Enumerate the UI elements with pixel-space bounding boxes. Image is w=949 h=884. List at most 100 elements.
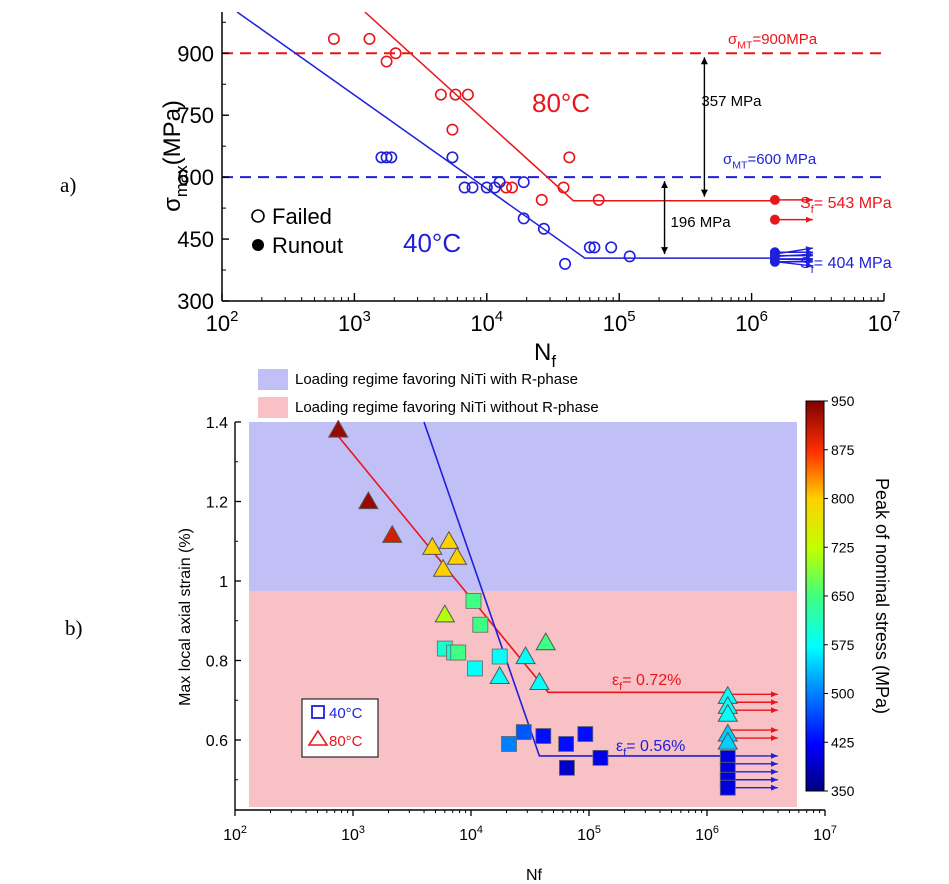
failed-point	[493, 176, 506, 189]
fit-line-a-0	[364, 12, 775, 202]
x-tick-label-b: 105	[577, 824, 601, 844]
strain-point-40c	[465, 592, 482, 609]
region-0	[249, 422, 797, 591]
failed-point	[517, 176, 530, 189]
strain-point-80c	[717, 731, 739, 750]
failed-point	[480, 181, 493, 194]
x-tick-label-b: 107	[813, 824, 837, 844]
strain-point-40c	[491, 648, 508, 665]
x-axis-label-b: Nf	[526, 867, 543, 884]
strain-point-80c	[434, 604, 456, 623]
y-tick-label-b: 1	[219, 574, 228, 591]
x-tick-label-a: 106	[735, 308, 768, 336]
colorbar	[805, 400, 825, 792]
y-axis-label-b: Max local axial strain (%)	[177, 528, 194, 706]
x-tick-label-a: 103	[338, 308, 371, 336]
legend-runout-marker	[252, 239, 264, 251]
legend-square-marker	[311, 705, 325, 719]
threshold-label-600: σMT=600 MPa	[723, 151, 817, 172]
strain-point-40c	[472, 616, 489, 633]
failed-point	[327, 32, 340, 45]
sf-label-80c: Sf= 543 MPa	[800, 195, 892, 216]
strain-point-80c	[717, 703, 739, 722]
failed-point	[592, 193, 605, 206]
x-tick-label-a: 107	[868, 308, 901, 336]
delta-label-196: 196 MPa	[671, 214, 732, 231]
y-tick-label-b: 1.2	[206, 495, 228, 512]
delta-label-357: 357 MPa	[701, 93, 762, 110]
y-tick-label-a: 900	[177, 41, 214, 66]
strain-point-80c	[535, 632, 557, 651]
y-tick-label-b: 0.8	[206, 654, 228, 671]
legend-failed-marker	[251, 209, 265, 223]
x-tick-label-b: 103	[341, 824, 365, 844]
strain-point-80c	[432, 558, 454, 577]
fit-line-b-0	[334, 431, 728, 694]
strain-point-80c	[421, 536, 443, 555]
failed-point	[557, 181, 570, 194]
colorbar-tick-label: 950	[831, 393, 855, 409]
strain-point-40c	[559, 759, 575, 776]
region-legend-label-0: Loading regime favoring NiTi with R-phas…	[295, 371, 578, 388]
failed-point	[559, 257, 572, 270]
colorbar-tick-label: 425	[831, 734, 855, 750]
strain-point-40c	[719, 779, 736, 796]
strain-point-80c	[529, 671, 550, 690]
colorbar-label: Peak of nominal stress (MPa)	[872, 478, 892, 714]
y-tick-label-b: 1.4	[206, 415, 228, 432]
failed-point	[434, 88, 447, 101]
y-tick-label-a: 450	[177, 227, 214, 252]
strain-point-40c	[558, 736, 575, 752]
region-legend-swatch-0	[258, 369, 288, 390]
sf-label-40c: Sf= 404 MPa	[800, 255, 892, 276]
failed-point	[517, 212, 530, 225]
legend-runout-label: Runout	[272, 233, 343, 258]
strain-point-80c	[515, 646, 536, 665]
region-legend-label-1: Loading regime favoring NiTi without R-p…	[295, 399, 599, 416]
legend-triangle-marker	[307, 729, 329, 746]
failed-point	[563, 151, 576, 164]
strain-point-80c	[358, 490, 379, 510]
failed-point	[466, 181, 479, 194]
failed-point	[446, 123, 459, 136]
fit-line-a-1	[236, 12, 775, 259]
failed-point	[380, 151, 393, 164]
strain-point-80c	[489, 665, 511, 685]
failed-point	[458, 181, 471, 194]
strain-point-80c	[438, 530, 460, 549]
failed-point	[583, 241, 596, 254]
series-label-80c: 80°C	[532, 88, 590, 118]
strain-point-80c	[381, 524, 403, 543]
strain-point-80c	[327, 420, 349, 438]
colorbar-tick-label: 500	[831, 686, 855, 702]
fit-line-b-1	[423, 421, 728, 757]
failed-point	[588, 241, 601, 254]
x-tick-label-a: 105	[603, 308, 636, 336]
failed-point	[535, 193, 548, 206]
legend-label-40c: 40°C	[329, 705, 363, 722]
failed-point	[449, 88, 462, 101]
x-tick-label-b: 104	[459, 824, 483, 844]
region-legend-swatch-1	[258, 397, 288, 418]
panel-a-label: a)	[60, 173, 76, 197]
colorbar-tick-label: 575	[831, 637, 855, 653]
strain-point-40c	[535, 728, 552, 744]
y-tick-label-a: 750	[177, 103, 214, 128]
failed-point	[623, 250, 636, 263]
failed-point	[461, 88, 474, 101]
strain-point-80c	[446, 546, 468, 565]
failed-point	[389, 47, 402, 60]
strain-point-40c	[577, 726, 594, 742]
eps-label-40c: εf= 0.56%	[616, 738, 685, 759]
failed-point	[505, 181, 518, 194]
legend-box-b	[301, 698, 379, 758]
failed-point	[385, 151, 398, 164]
colorbar-tick-label: 875	[831, 442, 855, 458]
legend-failed-label: Failed	[272, 204, 332, 229]
chart-a: 300 450 600 750 900 102 103 104 105 106 107 Nf σmax(…	[159, 12, 900, 371]
x-tick-label-a: 104	[470, 308, 503, 336]
chart-b: 0.6 0.8 1 1.2 1.4 102 103 104 105 106 107 Nf Max loc…	[177, 369, 892, 884]
threshold-label-900: σMT=900MPa	[728, 31, 818, 52]
strain-point-40c	[592, 749, 609, 766]
